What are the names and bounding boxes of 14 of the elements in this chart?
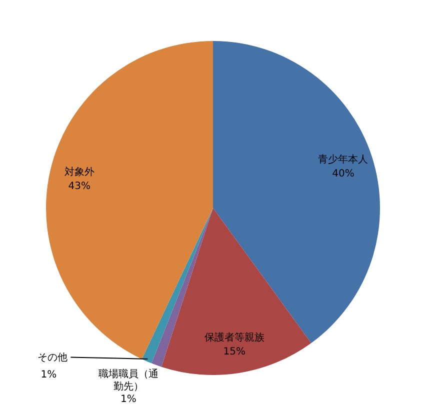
slice-label: 保護者等親族 bbox=[204, 331, 264, 344]
data-label: 1% bbox=[40, 369, 57, 380]
slice-label: 職場職員（通勤先） bbox=[98, 368, 158, 393]
slice-label: 青少年本人 bbox=[318, 154, 368, 166]
data-label: 15% bbox=[223, 346, 246, 358]
pie-slice bbox=[161, 208, 312, 375]
pie-slice bbox=[152, 208, 213, 367]
data-label: 1% bbox=[120, 394, 136, 406]
data-label: 40% bbox=[332, 168, 354, 180]
pie-slice bbox=[142, 208, 213, 364]
slice-label: その他 bbox=[38, 351, 68, 364]
data-label: 43% bbox=[68, 181, 90, 192]
pie-slice bbox=[213, 41, 380, 344]
slice-label: 対象外 bbox=[64, 166, 94, 178]
